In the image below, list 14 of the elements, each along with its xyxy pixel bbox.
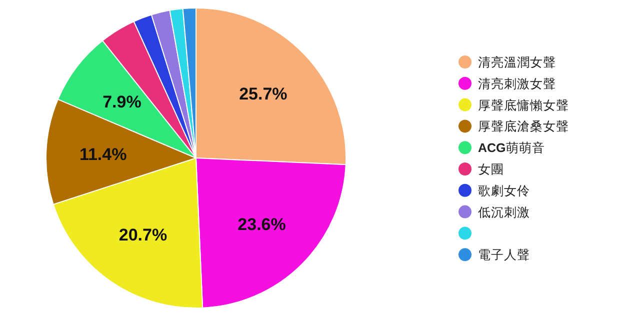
legend-label: 清亮刺激女聲 bbox=[478, 76, 556, 91]
data-label: 23.6% bbox=[238, 214, 286, 234]
legend-label: 厚聲底滄桑女聲 bbox=[478, 120, 569, 134]
legend-label: 低沉刺激 bbox=[478, 205, 530, 220]
data-label: 11.4% bbox=[79, 144, 127, 164]
legend-label: 清亮溫潤女聲 bbox=[478, 54, 556, 70]
legend-label: 電子人聲 bbox=[478, 248, 530, 262]
legend-label: 歌劇女伶 bbox=[478, 184, 530, 198]
data-label: 20.7% bbox=[118, 225, 168, 244]
legend-label: 女團 bbox=[478, 162, 504, 176]
legend-label: ACG萌萌音 bbox=[478, 141, 545, 156]
data-label: 25.7% bbox=[239, 84, 288, 104]
legend-label: 厚聲底慵懶女聲 bbox=[478, 98, 569, 112]
data-label: 7.9% bbox=[102, 92, 142, 112]
